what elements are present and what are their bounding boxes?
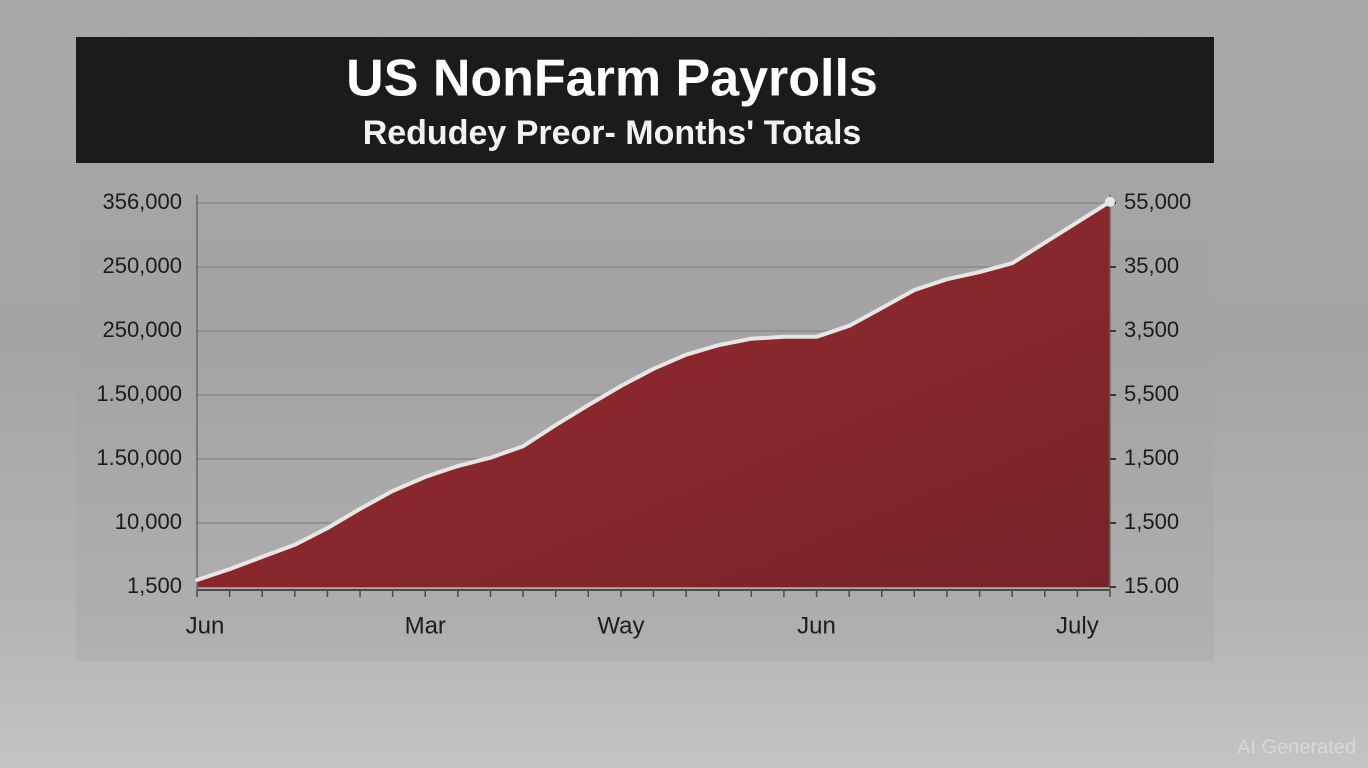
watermark: AI Generated bbox=[1237, 736, 1356, 758]
y-tick-label: 1.50,000 bbox=[96, 381, 182, 406]
line bbox=[195, 199, 1112, 582]
y-tick-label: 1,500 bbox=[127, 573, 182, 598]
y2-tick-label: 15.00 bbox=[1124, 573, 1179, 598]
area bbox=[197, 201, 1110, 587]
chart-subtitle: Redudey Preor- Months' Totals bbox=[363, 114, 862, 152]
x-tick-label: Mar bbox=[405, 612, 446, 639]
y2-tick-label: 1,500 bbox=[1124, 509, 1179, 534]
y-tick-label: 1.50,000 bbox=[96, 445, 182, 470]
y2-tick-label: 3,500 bbox=[1124, 317, 1179, 342]
y2-tick-label: 5,500 bbox=[1124, 381, 1179, 406]
y-tick-label: 250,000 bbox=[102, 317, 182, 342]
end-point bbox=[1105, 196, 1115, 207]
y-tick-label: 250,000 bbox=[102, 253, 182, 278]
x-tick-label: Jun bbox=[797, 612, 836, 639]
y2-tick-label: 1,500 bbox=[1124, 445, 1179, 470]
y2-tick-label: 55,000 bbox=[1124, 189, 1191, 214]
y-tick-label: 356,000 bbox=[102, 189, 182, 214]
y-tick-label: 10,000 bbox=[115, 509, 182, 534]
x-tick-label: Way bbox=[597, 612, 644, 639]
y2-tick-label: 35,00 bbox=[1124, 253, 1179, 278]
x-tick-label: Jun bbox=[186, 612, 225, 639]
title-band bbox=[76, 37, 1214, 163]
x-tick-label: July bbox=[1056, 612, 1099, 639]
chart-title: US NonFarm Payrolls bbox=[346, 50, 878, 108]
